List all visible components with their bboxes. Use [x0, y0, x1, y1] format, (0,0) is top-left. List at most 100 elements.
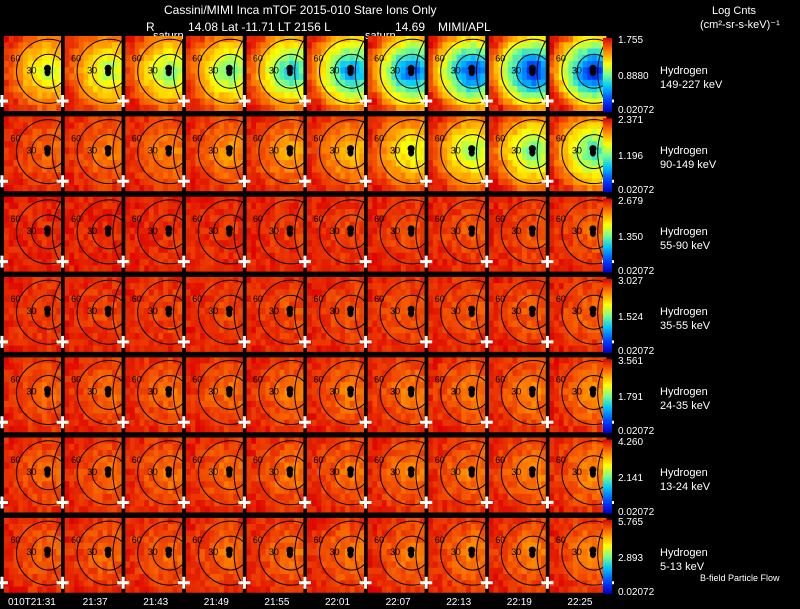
image-pixel — [83, 301, 89, 309]
image-pixel — [531, 54, 537, 62]
image-pixel — [18, 196, 24, 204]
image-pixel — [238, 36, 243, 43]
image-pixel — [134, 61, 140, 68]
image-pixel — [64, 345, 70, 352]
image-pixel — [289, 265, 295, 272]
image-pixel — [307, 141, 313, 149]
image-pixel — [172, 42, 178, 50]
image-pixel — [27, 209, 34, 216]
image-pixel — [129, 320, 136, 328]
image-pixel — [102, 215, 108, 223]
image-pixel — [381, 73, 388, 81]
image-pixel — [64, 92, 70, 100]
image-pixel — [410, 178, 416, 186]
image-pixel — [554, 234, 560, 241]
image-pixel — [214, 202, 220, 210]
image-pixel — [260, 196, 266, 204]
image-pixel — [582, 160, 588, 167]
image-pixel — [265, 116, 271, 124]
image-pixel — [190, 178, 196, 186]
image-pixel — [185, 67, 192, 75]
image-pixel — [381, 42, 388, 50]
image-pixel — [577, 227, 584, 235]
image-pixel — [102, 246, 108, 254]
image-pixel — [51, 86, 57, 93]
image-pixel — [442, 166, 448, 174]
outer-arc — [112, 200, 122, 265]
image-pixel — [354, 265, 360, 272]
image-pixel — [163, 135, 169, 142]
image-pixel — [219, 141, 225, 149]
image-pixel — [209, 178, 215, 186]
image-pixel — [125, 320, 131, 328]
image-pixel — [470, 73, 477, 81]
image-pixel — [279, 86, 285, 93]
image-pixel — [83, 308, 89, 315]
image-pixel — [274, 92, 281, 100]
image-pixel — [74, 122, 80, 130]
image-pixel — [93, 202, 99, 210]
image-pixel — [340, 246, 346, 254]
saturn-shadow-icon — [226, 68, 233, 77]
image-pixel — [279, 116, 285, 124]
image-pixel — [116, 333, 122, 340]
image-pixel — [391, 153, 397, 161]
image-pixel — [177, 252, 183, 260]
image-pixel — [400, 215, 407, 223]
image-pixel — [512, 141, 518, 149]
image-pixel — [172, 98, 178, 106]
image-pixel — [56, 153, 61, 161]
ring-label-30: 30 — [87, 146, 97, 156]
image-pixel — [391, 73, 397, 81]
image-pixel — [419, 172, 425, 180]
image-pixel — [214, 104, 220, 111]
image-pixel — [349, 61, 356, 68]
image-pixel — [507, 54, 514, 62]
image-pixel — [451, 116, 458, 124]
saturn-shadow-icon — [589, 228, 596, 237]
image-pixel — [56, 104, 61, 111]
image-pixel — [466, 147, 472, 155]
image-pixel — [158, 308, 164, 315]
image-pixel — [493, 73, 499, 81]
image-pixel — [64, 265, 70, 272]
image-pixel — [246, 221, 252, 229]
image-pixel — [316, 185, 322, 192]
image-pixel — [139, 276, 145, 284]
image-pixel — [148, 295, 155, 303]
image-pixel — [573, 147, 579, 155]
image-pixel — [185, 153, 192, 161]
image-pixel — [447, 141, 453, 149]
image-pixel — [451, 48, 458, 56]
image-pixel — [582, 42, 588, 50]
image-pixel — [396, 135, 402, 142]
image-pixel — [577, 259, 584, 266]
image-pixel — [381, 160, 388, 167]
image-pixel — [107, 301, 113, 309]
image-pixel — [274, 227, 281, 235]
image-pixel — [93, 54, 99, 62]
image-pixel — [456, 104, 462, 111]
image-pixel — [195, 104, 201, 111]
image-pixel — [531, 79, 537, 87]
image-pixel — [279, 209, 285, 216]
image-pixel — [311, 98, 318, 106]
image-pixel — [536, 209, 542, 216]
image-pixel — [56, 265, 61, 272]
image-pixel — [451, 246, 458, 254]
image-pixel — [158, 227, 164, 235]
image-pixel — [531, 73, 537, 81]
image-pixel — [377, 172, 383, 180]
image-pixel — [27, 147, 34, 155]
image-pixel — [573, 141, 579, 149]
image-pixel — [274, 240, 281, 248]
image-pixel — [190, 221, 196, 229]
image-pixel — [391, 128, 397, 136]
image-pixel — [200, 209, 206, 216]
image-pixel — [274, 79, 281, 87]
image-pixel — [279, 92, 285, 100]
image-pixel — [432, 73, 439, 81]
image-pixel — [4, 314, 10, 322]
